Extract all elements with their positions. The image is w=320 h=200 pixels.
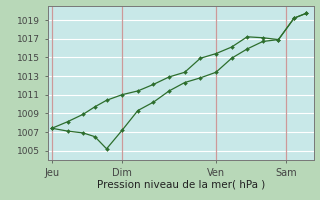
X-axis label: Pression niveau de la mer( hPa ): Pression niveau de la mer( hPa ) xyxy=(97,179,265,189)
